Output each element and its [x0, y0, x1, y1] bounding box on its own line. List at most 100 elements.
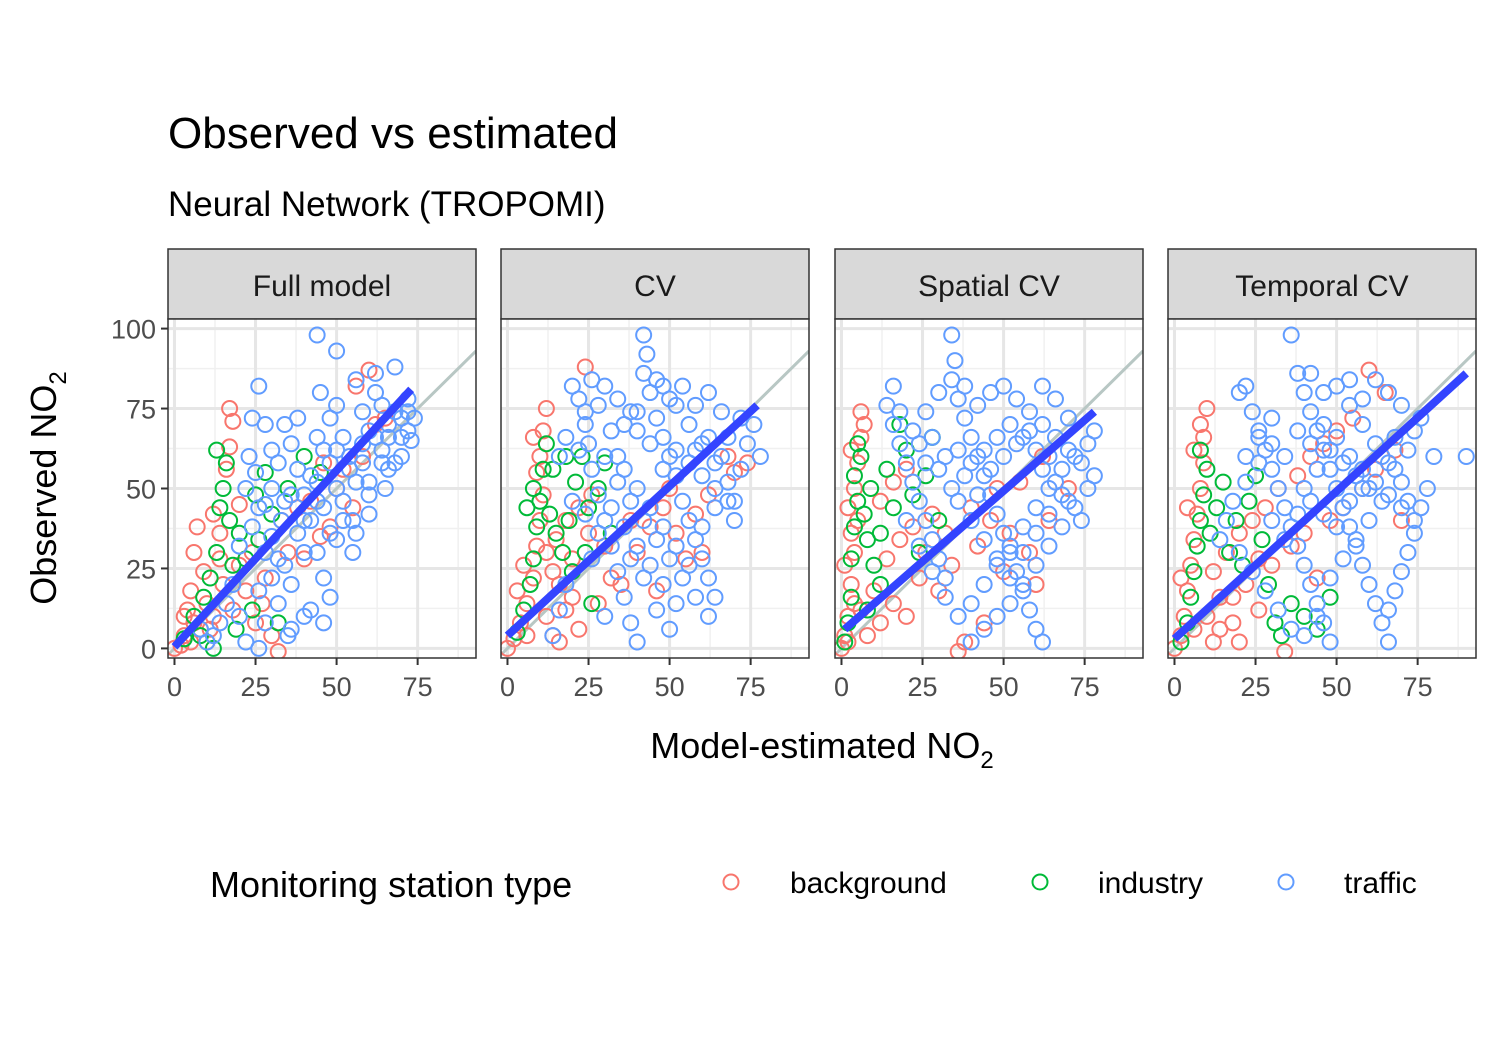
data-point-traffic	[1014, 582, 1032, 600]
data-point-traffic	[1001, 595, 1019, 613]
data-point-traffic	[1360, 575, 1378, 593]
data-point-traffic	[589, 486, 607, 504]
data-point-traffic	[1276, 448, 1294, 466]
data-point-traffic	[615, 588, 633, 606]
data-point-background	[612, 575, 630, 593]
data-point-background	[347, 377, 365, 395]
data-point-traffic	[628, 633, 646, 651]
panel-border	[500, 318, 810, 659]
y-tick-label: 0	[141, 634, 156, 664]
data-point-traffic	[1021, 403, 1039, 421]
x-tick-label: 0	[500, 672, 515, 702]
data-point-industry	[524, 480, 542, 497]
x-tick-label: 0	[834, 672, 849, 702]
data-point-traffic	[243, 518, 261, 536]
data-point-background	[897, 607, 915, 625]
data-point-background	[654, 499, 672, 517]
data-point-traffic	[596, 448, 614, 466]
data-point-traffic	[674, 569, 692, 587]
x-tick-label: 75	[736, 672, 766, 702]
data-point-background	[1178, 499, 1196, 517]
data-point-traffic	[247, 464, 265, 482]
data-point-industry	[1195, 486, 1213, 504]
data-point-traffic	[230, 537, 248, 555]
facet-strip	[167, 248, 477, 320]
data-point-industry	[211, 499, 229, 517]
data-point-traffic	[1457, 448, 1475, 466]
data-point-traffic	[638, 345, 656, 363]
data-point-industry	[1185, 563, 1203, 581]
data-point-traffic	[661, 550, 679, 568]
data-point-traffic	[982, 460, 1000, 478]
data-point-industry	[1221, 543, 1239, 561]
legend-item-traffic: traffic	[1277, 867, 1417, 900]
data-point-traffic	[240, 448, 258, 466]
data-point-traffic	[1379, 633, 1397, 651]
data-point-industry	[858, 601, 876, 619]
data-point-industry	[311, 464, 329, 482]
data-point-traffic	[596, 607, 614, 625]
data-point-traffic	[402, 432, 420, 450]
data-point-industry	[871, 524, 889, 542]
data-point-traffic	[1399, 543, 1417, 561]
data-point-industry	[852, 448, 870, 466]
data-point-industry	[534, 460, 552, 478]
data-point-traffic	[302, 601, 320, 619]
data-point-traffic	[680, 416, 698, 434]
data-point-background	[1392, 511, 1410, 529]
legend-key-traffic	[1277, 873, 1295, 891]
chart-subtitle: Neural Network (TROPOMI)	[168, 185, 606, 224]
facet-panel: Temporal CV 0 25 50 75	[1167, 248, 1477, 702]
data-point-industry	[560, 511, 578, 529]
x-axis-title-sub: 2	[980, 747, 993, 774]
data-point-traffic	[1014, 543, 1032, 561]
data-point-traffic	[1354, 390, 1372, 408]
data-point-traffic	[1302, 403, 1320, 421]
data-point-industry	[214, 480, 232, 497]
data-point-background	[956, 633, 974, 651]
chart-title: Observed vs estimated	[168, 109, 618, 158]
data-point-traffic	[276, 492, 294, 510]
data-point-traffic	[1315, 416, 1333, 434]
data-point-traffic	[725, 492, 743, 510]
data-point-industry	[208, 441, 226, 459]
data-point-traffic	[563, 492, 581, 510]
data-point-traffic	[725, 511, 743, 529]
panel-plot-area	[1168, 319, 1476, 658]
data-point-traffic	[1328, 518, 1346, 536]
legend-label-industry: industry	[1098, 867, 1203, 900]
y-tick-label: 75	[126, 395, 156, 425]
data-point-traffic	[1321, 633, 1339, 651]
data-point-traffic	[1053, 518, 1071, 536]
x-tick-label: 50	[989, 672, 1019, 702]
data-point-traffic	[962, 595, 980, 613]
data-point-traffic	[1354, 480, 1372, 497]
data-point-traffic	[282, 575, 300, 593]
panels-group: Full model 0 25 50 75 CV 0 25 50 75 Spatial CV 0 25 5…	[167, 248, 1477, 702]
data-point-traffic	[884, 377, 902, 395]
data-point-background	[185, 543, 203, 561]
data-point-traffic	[904, 473, 922, 491]
data-point-background	[1276, 643, 1294, 658]
data-point-traffic	[897, 454, 915, 472]
data-point-industry	[195, 588, 213, 606]
data-point-industry	[1191, 441, 1209, 459]
data-point-traffic	[674, 492, 692, 510]
data-point-traffic	[344, 543, 362, 561]
data-point-traffic	[1250, 428, 1268, 446]
data-point-traffic	[321, 588, 339, 606]
data-point-traffic	[609, 563, 627, 581]
data-point-traffic	[751, 448, 769, 466]
data-point-background	[315, 454, 333, 472]
data-point-traffic	[1315, 384, 1333, 402]
legend: Monitoring station type background indust…	[210, 864, 1417, 905]
data-point-traffic	[1001, 416, 1019, 434]
facet-strip-label: Spatial CV	[918, 270, 1060, 303]
fit-line	[504, 402, 760, 639]
data-point-industry	[871, 575, 889, 593]
data-point-traffic	[1276, 531, 1294, 549]
data-point-traffic	[706, 480, 724, 497]
data-point-traffic	[1302, 575, 1320, 593]
data-point-traffic	[1334, 550, 1352, 568]
data-point-traffic	[988, 428, 1006, 446]
